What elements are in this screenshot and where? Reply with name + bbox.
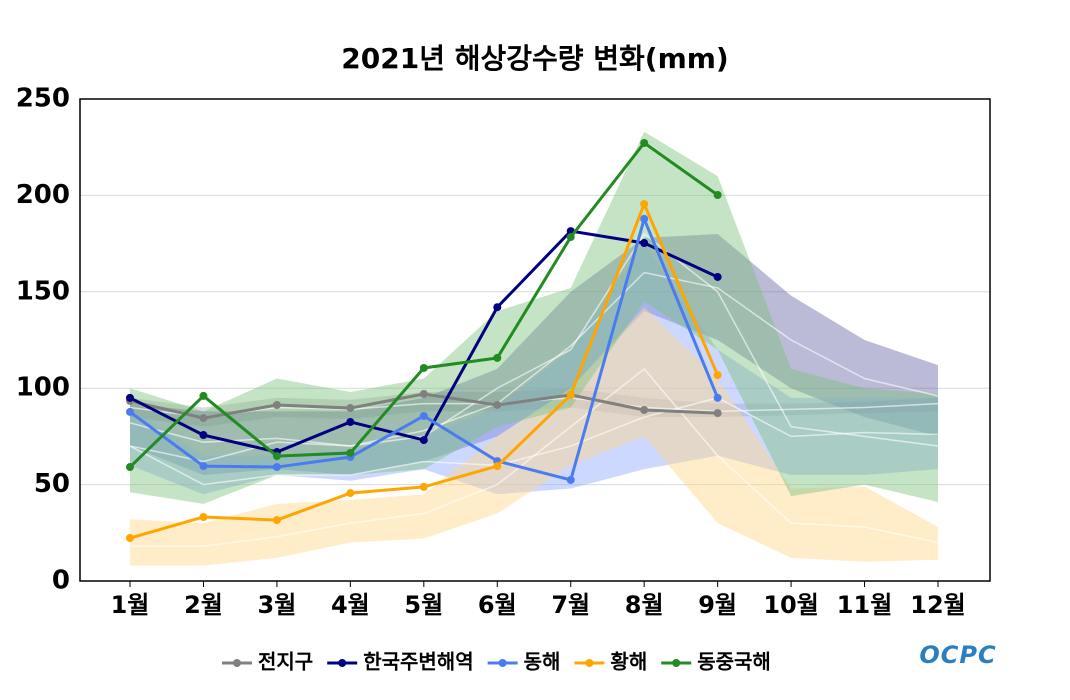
data-point (640, 214, 649, 223)
data-point (272, 452, 281, 461)
logo: OCPC (919, 641, 996, 669)
data-point (566, 475, 575, 484)
x-tick-label: 6월 (478, 591, 517, 619)
data-point (126, 534, 134, 543)
legend-marker (672, 659, 681, 667)
range-band (130, 388, 938, 427)
data-point (199, 414, 208, 423)
x-tick-label: 5월 (404, 591, 443, 619)
legend-label: 동중국해 (697, 650, 771, 674)
y-tick-label: 250 (16, 84, 70, 114)
data-point (640, 138, 649, 147)
range-band (130, 243, 938, 495)
legend-marker (233, 659, 241, 667)
legend-marker (585, 659, 594, 667)
data-point (126, 463, 134, 472)
data-point (126, 407, 134, 416)
data-point (272, 400, 281, 409)
data-point (346, 404, 355, 413)
data-point (566, 233, 575, 242)
data-point (199, 431, 208, 440)
data-point (346, 448, 355, 457)
range-band (130, 131, 938, 504)
x-tick-label: 9월 (698, 591, 737, 619)
y-tick-label: 150 (16, 276, 70, 306)
x-tick-label: 11월 (837, 591, 892, 619)
legend-label: 황해 (610, 650, 647, 674)
mean-line (130, 367, 939, 548)
data-point (566, 390, 575, 399)
data-point (272, 516, 281, 525)
x-tick-label: 3월 (258, 591, 297, 619)
range-band (130, 307, 938, 566)
plot-frame (79, 98, 991, 582)
x-tick-label: 7월 (551, 591, 590, 619)
range-band (130, 233, 938, 475)
legend-marker (498, 659, 507, 667)
legend-label: 동해 (524, 650, 561, 674)
y-tick-label: 200 (16, 180, 70, 210)
data-point (493, 303, 502, 312)
x-tick-label: 12월 (910, 591, 965, 619)
legend-marker (338, 659, 347, 667)
y-tick-label: 0 (52, 566, 70, 596)
data-point (272, 463, 281, 472)
data-point (419, 411, 428, 420)
data-point (199, 512, 208, 521)
mean-line (129, 271, 939, 447)
data-point (126, 393, 134, 402)
data-point (199, 462, 208, 471)
data-point (419, 436, 428, 445)
data-point (713, 191, 722, 200)
data-point (419, 482, 428, 491)
data-point (346, 489, 355, 498)
data-point (640, 200, 649, 209)
data-point (493, 400, 502, 409)
data-point (713, 272, 722, 281)
x-tick-label: 2월 (184, 591, 223, 619)
data-point (199, 391, 208, 400)
data-point (419, 363, 428, 372)
y-tick-label: 50 (34, 469, 70, 499)
data-point (493, 353, 502, 362)
data-point (713, 371, 722, 380)
x-tick-label: 10월 (763, 591, 818, 619)
data-point (493, 462, 502, 471)
data-point (713, 409, 722, 418)
data-point (713, 393, 722, 402)
x-tick-label: 4월 (331, 591, 370, 619)
chart-title: 2021년 해상강수량 변화(mm) (341, 42, 728, 75)
data-point (419, 389, 428, 398)
legend-label: 한국주변해역 (363, 650, 473, 674)
data-point (346, 417, 355, 426)
legend-label: 전지구 (258, 650, 313, 674)
x-tick-label: 1월 (111, 591, 150, 619)
data-point (640, 405, 649, 414)
x-tick-label: 8월 (625, 591, 664, 619)
y-tick-label: 100 (16, 373, 70, 403)
data-point (640, 239, 649, 248)
